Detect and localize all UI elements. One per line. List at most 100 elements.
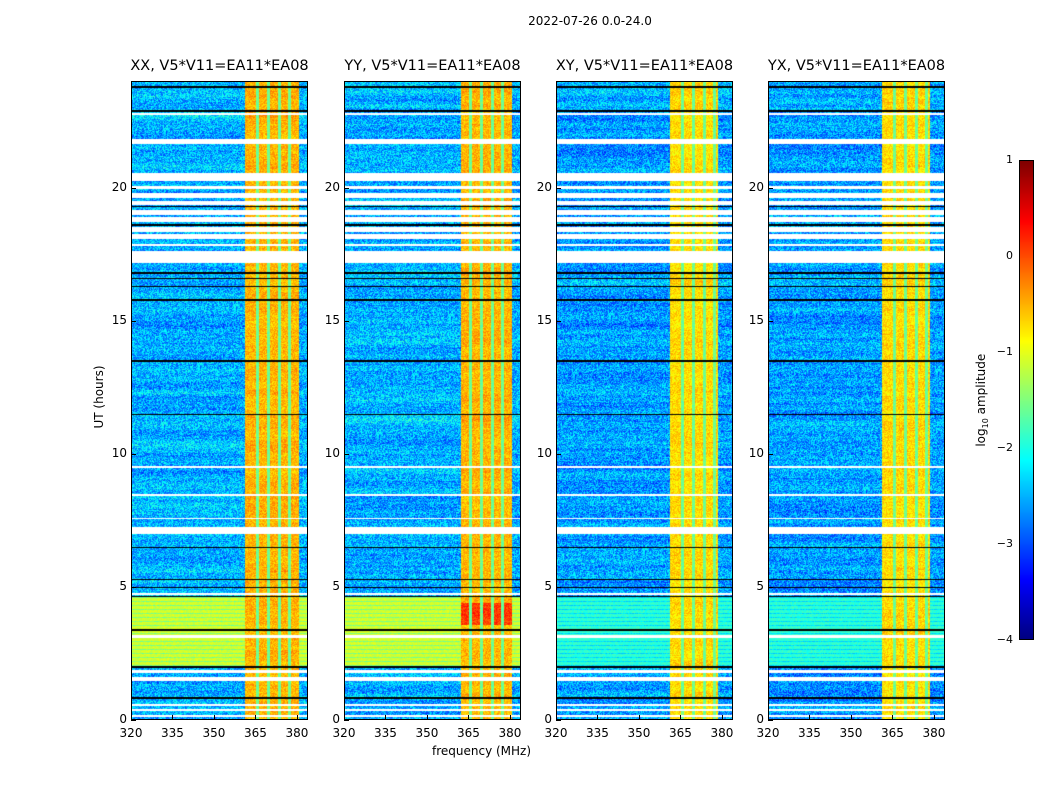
x-tick-label: 365 xyxy=(244,726,267,740)
figure-title: 2022-07-26 0.0-24.0 xyxy=(528,14,652,28)
x-tick xyxy=(468,715,470,720)
y-tick xyxy=(344,586,349,588)
y-tick-label: 10 xyxy=(111,445,127,460)
heatmap xyxy=(556,81,733,720)
y-tick xyxy=(556,453,561,455)
x-tick-label: 320 xyxy=(119,726,143,740)
y-tick xyxy=(768,586,773,588)
y-tick xyxy=(556,586,561,588)
axes-frame xyxy=(556,81,733,720)
panel-xx: XX, V5*V11=EA11*EA08 320 335 350 365 380 0 5 10 1… xyxy=(112,58,309,740)
colorbar-tick-label: 1 xyxy=(1006,153,1013,166)
y-axis-label: UT (hours) xyxy=(92,365,106,429)
x-tick-label: 320 xyxy=(332,726,356,740)
colorbar-tick-label: −2 xyxy=(996,441,1013,454)
x-tick xyxy=(892,715,894,720)
x-tick-label: 335 xyxy=(374,726,397,740)
x-tick xyxy=(556,715,557,720)
panel-title: YY, V5*V11=EA11*EA08 xyxy=(344,58,521,74)
x-tick-label: 380 xyxy=(922,726,946,740)
x-tick-label: 350 xyxy=(627,726,651,740)
y-tick xyxy=(131,320,136,322)
x-tick xyxy=(768,715,769,720)
x-tick xyxy=(509,715,511,720)
y-tick xyxy=(131,187,136,189)
x-tick-label: 380 xyxy=(710,726,734,740)
y-tick xyxy=(556,320,561,322)
y-tick xyxy=(131,720,136,721)
colorbar-tick-label: −3 xyxy=(996,537,1013,550)
x-tick-label: 380 xyxy=(498,726,522,740)
y-tick-label: 20 xyxy=(536,179,552,194)
y-tick xyxy=(768,453,773,455)
x-tick-label: 365 xyxy=(881,726,904,740)
x-tick xyxy=(426,715,428,720)
x-tick-label: 335 xyxy=(798,726,821,740)
panel-xy: XY, V5*V11=EA11*EA08 320 335 350 365 380 0 5 10 1… xyxy=(537,58,734,740)
y-tick-label: 0 xyxy=(332,712,340,726)
y-tick xyxy=(344,453,349,455)
y-tick xyxy=(768,320,773,322)
y-tick-label: 10 xyxy=(324,445,340,460)
x-tick-label: 335 xyxy=(161,726,184,740)
x-tick xyxy=(131,715,132,720)
x-tick xyxy=(933,715,935,720)
panel-title: XY, V5*V11=EA11*EA08 xyxy=(555,58,734,74)
x-tick-label: 320 xyxy=(544,726,568,740)
x-tick xyxy=(172,715,174,720)
y-tick xyxy=(131,453,136,455)
y-tick xyxy=(344,720,349,721)
y-tick-label: 10 xyxy=(536,445,552,460)
x-tick xyxy=(809,715,811,720)
x-tick-label: 320 xyxy=(756,726,780,740)
x-tick-label: 350 xyxy=(415,726,439,740)
y-tick-label: 20 xyxy=(324,179,340,194)
x-tick xyxy=(638,715,640,720)
y-tick-label: 0 xyxy=(544,712,552,726)
x-tick xyxy=(721,715,723,720)
x-tick-label: 350 xyxy=(839,726,863,740)
heatmap xyxy=(768,81,945,720)
y-tick xyxy=(344,187,349,189)
y-tick-label: 15 xyxy=(748,312,764,327)
y-tick-label: 20 xyxy=(111,179,127,194)
panel-yx: YX, V5*V11=EA11*EA08 320 335 350 365 380 0 5 10 1… xyxy=(749,58,946,740)
y-tick xyxy=(768,187,773,189)
y-tick xyxy=(344,320,349,322)
y-tick xyxy=(556,187,561,189)
colorbar xyxy=(1019,160,1034,640)
x-tick xyxy=(850,715,852,720)
y-tick-label: 5 xyxy=(332,578,340,593)
y-tick-label: 0 xyxy=(756,712,764,726)
y-tick-label: 15 xyxy=(111,312,127,327)
x-tick xyxy=(255,715,257,720)
x-tick-label: 380 xyxy=(285,726,309,740)
x-tick xyxy=(680,715,682,720)
y-tick-label: 5 xyxy=(544,578,552,593)
axes-frame xyxy=(131,81,308,720)
x-tick xyxy=(597,715,599,720)
y-tick-label: 15 xyxy=(536,312,552,327)
x-tick xyxy=(296,715,298,720)
panel-title: YX, V5*V11=EA11*EA08 xyxy=(767,58,946,74)
axes-frame xyxy=(768,81,945,720)
y-tick xyxy=(131,586,136,588)
y-tick xyxy=(556,720,561,721)
axes-frame xyxy=(344,81,521,720)
panel-title: XX, V5*V11=EA11*EA08 xyxy=(130,58,309,74)
y-tick-label: 0 xyxy=(119,712,127,726)
heatmap xyxy=(344,81,521,720)
x-tick-label: 335 xyxy=(586,726,609,740)
y-tick xyxy=(768,720,773,721)
y-tick-label: 20 xyxy=(748,179,764,194)
y-tick-label: 5 xyxy=(756,578,764,593)
colorbar-tick-label: −1 xyxy=(996,345,1013,358)
colorbar-tick-label: −4 xyxy=(996,633,1013,646)
colorbar-tick-label: 0 xyxy=(1006,249,1013,262)
x-tick xyxy=(213,715,215,720)
y-tick-label: 10 xyxy=(748,445,764,460)
heatmap xyxy=(131,81,308,720)
y-tick-label: 5 xyxy=(119,578,127,593)
x-tick-label: 365 xyxy=(457,726,480,740)
